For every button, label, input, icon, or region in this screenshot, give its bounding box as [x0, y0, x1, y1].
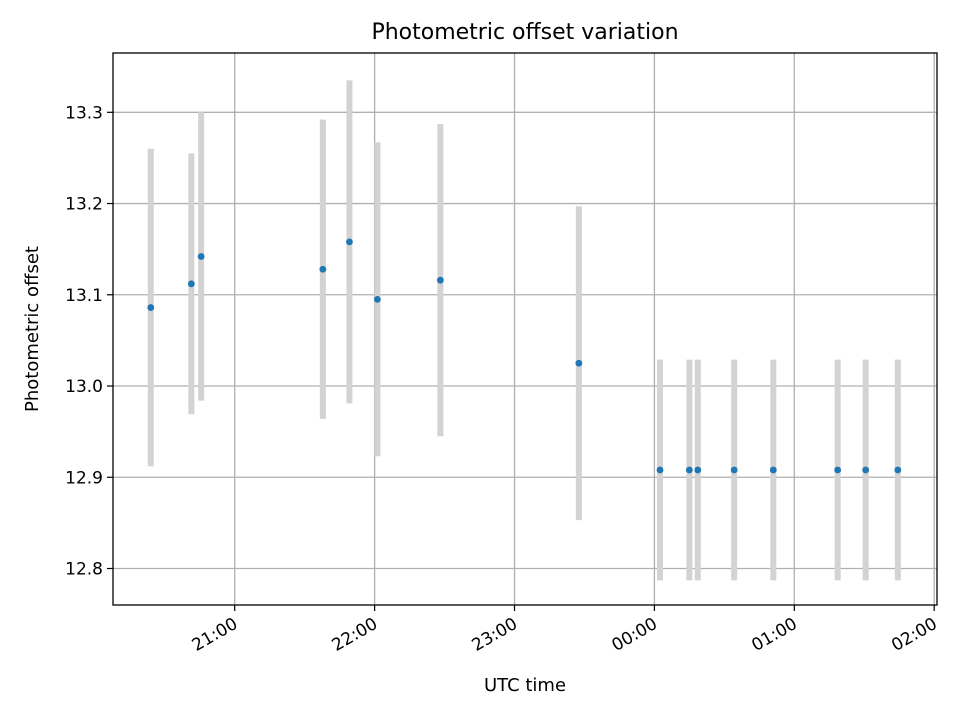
y-tick-label: 13.1 — [65, 286, 103, 306]
data-point — [436, 276, 444, 284]
data-point — [656, 466, 664, 474]
data-point — [894, 466, 902, 474]
data-point — [834, 466, 842, 474]
data-point — [862, 466, 870, 474]
chart-title: Photometric offset variation — [371, 20, 678, 45]
y-tick-label: 13.0 — [65, 377, 103, 397]
data-point — [346, 238, 353, 246]
data-point — [694, 466, 702, 474]
plot-area — [113, 53, 937, 605]
data-point — [730, 466, 738, 474]
y-tick-label: 12.8 — [65, 560, 103, 580]
data-point — [374, 295, 381, 303]
y-tick-label: 12.9 — [65, 468, 103, 488]
data-point — [319, 265, 327, 273]
data-point — [685, 466, 693, 474]
data-point — [147, 304, 155, 311]
data-point — [197, 253, 205, 260]
data-point — [187, 280, 195, 288]
y-tick-label: 13.2 — [65, 195, 103, 215]
x-axis-label: UTC time — [484, 675, 566, 696]
y-tick-label: 13.3 — [65, 103, 103, 123]
data-point — [575, 359, 583, 367]
data-point — [769, 466, 777, 474]
y-axis-label: Photometric offset — [22, 246, 43, 412]
data-points — [147, 238, 902, 474]
plot-frame — [112, 52, 938, 606]
